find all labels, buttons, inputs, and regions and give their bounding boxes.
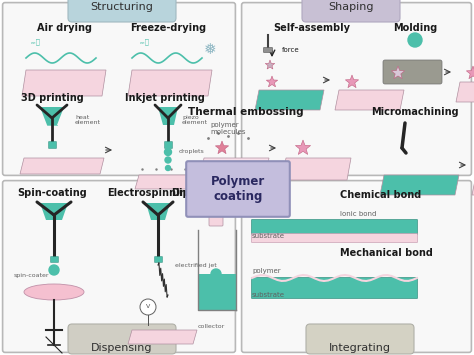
Polygon shape (380, 175, 459, 195)
Polygon shape (456, 82, 474, 102)
Polygon shape (40, 203, 68, 220)
Text: Dip-coating: Dip-coating (171, 188, 235, 198)
Text: 3D printing: 3D printing (21, 93, 83, 103)
Text: polymer: polymer (252, 211, 281, 217)
FancyBboxPatch shape (51, 257, 58, 262)
Text: Dispensing: Dispensing (91, 343, 153, 353)
Polygon shape (20, 158, 104, 174)
Text: Air drying: Air drying (37, 23, 92, 33)
Polygon shape (146, 203, 170, 220)
Text: Molding: Molding (393, 23, 437, 33)
Circle shape (49, 265, 59, 275)
Text: Micromachining: Micromachining (371, 107, 459, 117)
FancyBboxPatch shape (242, 181, 472, 353)
Circle shape (165, 157, 171, 163)
FancyBboxPatch shape (155, 257, 163, 262)
Text: Spin-coating: Spin-coating (17, 188, 87, 198)
Text: spin-coater: spin-coater (14, 273, 49, 278)
Text: Integrating: Integrating (329, 343, 391, 353)
Polygon shape (335, 90, 404, 110)
Text: substrate: substrate (252, 233, 285, 239)
Text: ₑₑ⸻: ₑₑ⸻ (140, 39, 150, 45)
FancyBboxPatch shape (252, 278, 418, 299)
Text: collector: collector (198, 323, 225, 328)
Polygon shape (466, 66, 474, 79)
Polygon shape (158, 107, 178, 125)
Text: Inkjet printing: Inkjet printing (125, 93, 205, 103)
Text: Electrospinning: Electrospinning (107, 188, 193, 198)
FancyBboxPatch shape (48, 142, 56, 148)
Circle shape (165, 165, 171, 170)
FancyBboxPatch shape (68, 324, 176, 354)
Text: Ionic bond: Ionic bond (340, 211, 376, 217)
Text: polymer: polymer (252, 268, 281, 274)
Text: polymer
molecules: polymer molecules (210, 121, 246, 135)
Text: V: V (146, 305, 150, 310)
Text: droplets: droplets (179, 149, 205, 154)
Polygon shape (22, 70, 106, 96)
Polygon shape (215, 141, 228, 154)
Polygon shape (346, 75, 359, 88)
FancyBboxPatch shape (264, 48, 273, 53)
Text: Structuring: Structuring (91, 2, 154, 12)
Circle shape (211, 269, 221, 279)
Polygon shape (472, 175, 474, 195)
Polygon shape (135, 175, 219, 189)
Ellipse shape (24, 284, 84, 300)
Circle shape (164, 148, 172, 155)
Polygon shape (266, 76, 278, 87)
Polygon shape (282, 158, 351, 180)
Circle shape (408, 33, 422, 47)
Text: Polymer
coating: Polymer coating (211, 175, 265, 203)
Text: ₑₑ⸻: ₑₑ⸻ (31, 39, 41, 45)
FancyBboxPatch shape (242, 2, 472, 175)
FancyBboxPatch shape (164, 142, 173, 148)
Polygon shape (128, 330, 197, 344)
Polygon shape (128, 70, 212, 96)
FancyBboxPatch shape (2, 2, 236, 175)
FancyBboxPatch shape (186, 161, 290, 217)
Text: Self-assembly: Self-assembly (273, 23, 350, 33)
Polygon shape (295, 140, 310, 154)
Text: electrified jet: electrified jet (175, 263, 217, 268)
Text: Freeze-drying: Freeze-drying (130, 23, 206, 33)
FancyBboxPatch shape (252, 219, 418, 235)
FancyBboxPatch shape (2, 181, 236, 353)
FancyBboxPatch shape (302, 0, 400, 22)
FancyBboxPatch shape (198, 274, 236, 310)
Circle shape (140, 299, 156, 315)
Polygon shape (265, 60, 275, 69)
Text: ❅: ❅ (204, 43, 216, 58)
Text: substrate: substrate (252, 292, 285, 298)
Text: Chemical bond: Chemical bond (340, 190, 421, 200)
Polygon shape (40, 107, 64, 125)
Text: heat
element: heat element (75, 115, 101, 125)
Text: force: force (282, 47, 300, 53)
Polygon shape (255, 90, 324, 110)
Polygon shape (392, 66, 405, 79)
Text: Thermal embossing: Thermal embossing (188, 107, 304, 117)
FancyBboxPatch shape (68, 0, 176, 22)
Text: Shaping: Shaping (328, 2, 374, 12)
FancyBboxPatch shape (306, 324, 414, 354)
FancyBboxPatch shape (383, 60, 442, 84)
Text: Mechanical bond: Mechanical bond (340, 248, 433, 258)
Polygon shape (200, 158, 269, 180)
FancyBboxPatch shape (209, 163, 223, 226)
Text: piezo
element: piezo element (182, 115, 208, 125)
FancyBboxPatch shape (252, 234, 418, 242)
